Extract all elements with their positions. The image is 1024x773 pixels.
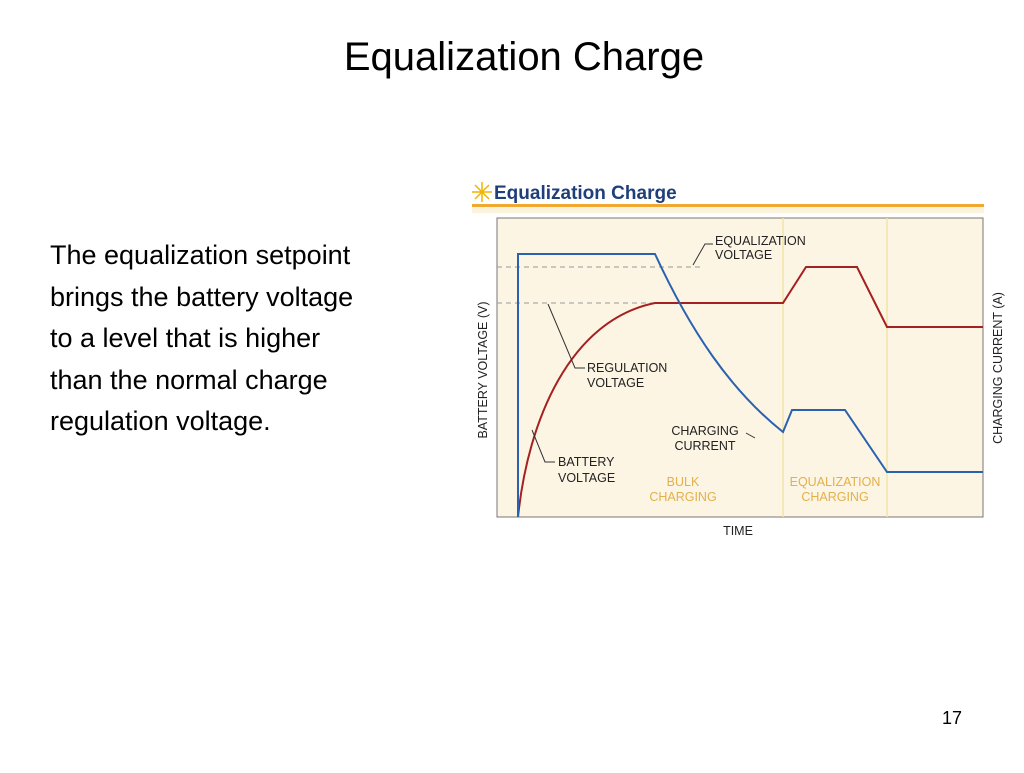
body-line: than the normal charge: [50, 365, 328, 395]
leader-line: [745, 432, 756, 439]
body-text: The equalization setpoint brings the bat…: [50, 240, 353, 436]
callout: BATTERY: [558, 455, 615, 469]
y-axis-label: BATTERY VOLTAGE (V): [476, 301, 490, 438]
leader-line: [692, 243, 713, 266]
stage-label: CHARGING: [801, 490, 868, 504]
stage-label: CHARGING: [649, 490, 716, 504]
stage-label: EQUALIZATION: [790, 475, 881, 489]
leader-line: [547, 303, 585, 369]
header-rule: [472, 204, 984, 207]
body-line: regulation voltage.: [50, 406, 271, 436]
body-line: brings the battery voltage: [50, 282, 353, 312]
page-number: 17: [942, 708, 962, 728]
callout: CURRENT: [674, 439, 735, 453]
figure-title: Equalization Charge: [494, 183, 677, 204]
x-axis-label: TIME: [723, 524, 753, 538]
callout: VOLTAGE: [715, 248, 772, 262]
y2-axis-label: CHARGING CURRENT (A): [991, 292, 1005, 444]
leader-line: [531, 429, 555, 463]
voltage-curve: [517, 266, 983, 518]
slide-title: Equalization Charge: [344, 35, 704, 79]
callout: VOLTAGE: [587, 376, 644, 390]
body-line: The equalization setpoint: [50, 240, 351, 270]
callout: REGULATION: [587, 361, 667, 375]
sun-icon: [472, 182, 492, 202]
header-shade: [472, 207, 984, 213]
current-curve: [517, 253, 983, 517]
callout: CHARGING: [671, 424, 738, 438]
callout: EQUALIZATION: [715, 234, 806, 248]
body-line: to a level that is higher: [50, 323, 320, 353]
callout: VOLTAGE: [558, 471, 615, 485]
stage-label: BULK: [667, 475, 700, 489]
